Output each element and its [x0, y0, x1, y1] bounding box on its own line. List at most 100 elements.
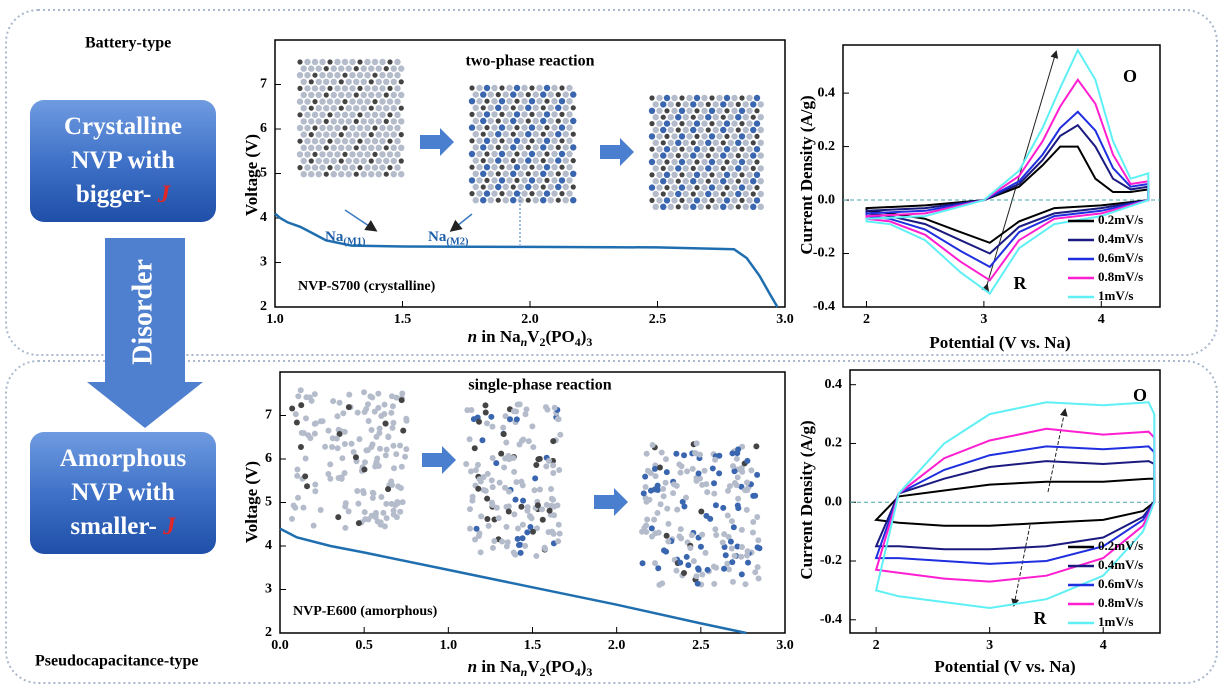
atom — [476, 111, 483, 118]
atom — [701, 171, 708, 178]
atom — [648, 525, 655, 532]
atom — [682, 139, 689, 146]
atom — [484, 470, 491, 477]
atom — [330, 65, 337, 72]
atom — [398, 65, 405, 72]
atom — [506, 124, 513, 131]
atom — [562, 197, 569, 204]
atom — [293, 419, 300, 426]
atom — [656, 158, 663, 166]
atom — [753, 120, 761, 127]
atom — [690, 101, 697, 108]
atom — [517, 197, 524, 204]
atom — [480, 144, 487, 151]
atom — [502, 484, 509, 491]
atom — [749, 529, 756, 536]
atom — [540, 158, 546, 164]
atom — [475, 532, 482, 539]
atom — [746, 171, 753, 178]
y-tick-label: 2 — [260, 299, 267, 314]
atom — [364, 151, 371, 158]
atom — [525, 438, 532, 445]
atom — [734, 543, 741, 550]
atom — [510, 91, 517, 98]
atom — [536, 98, 543, 105]
atom — [524, 507, 531, 514]
atom — [354, 488, 361, 495]
atom — [295, 393, 302, 400]
atom — [728, 518, 735, 525]
atom — [742, 101, 749, 108]
atom — [394, 164, 401, 171]
y-axis-label: Voltage (V) — [242, 134, 261, 216]
x-tick-label: 1.5 — [524, 638, 542, 653]
atom — [656, 94, 663, 102]
atom — [705, 165, 712, 172]
x-tick-label: 0.0 — [271, 638, 289, 653]
atom — [304, 124, 311, 132]
atom — [712, 126, 719, 134]
atom — [716, 470, 723, 477]
atom — [693, 94, 701, 102]
atom — [547, 117, 554, 125]
cv-loop — [865, 48, 1150, 296]
atom — [648, 107, 656, 115]
atom — [511, 468, 518, 475]
atom — [499, 138, 505, 144]
atom — [705, 101, 711, 107]
atom — [643, 450, 650, 457]
x-tick-label: 3.0 — [776, 638, 794, 653]
atom — [468, 150, 476, 158]
atom — [656, 464, 663, 471]
atom — [720, 165, 726, 171]
atom — [734, 502, 741, 509]
atom — [674, 506, 681, 513]
atom — [712, 114, 719, 121]
atom — [360, 488, 367, 495]
atom — [502, 104, 509, 112]
atom — [381, 401, 388, 408]
atom — [667, 203, 674, 210]
atom — [670, 481, 677, 488]
atom — [472, 131, 479, 138]
atom — [528, 124, 536, 131]
atom — [727, 101, 734, 108]
atom — [342, 125, 348, 131]
atom — [555, 538, 562, 545]
text-part: 2 — [540, 335, 546, 349]
atom — [311, 85, 319, 92]
atom — [734, 450, 741, 457]
atom — [720, 178, 727, 185]
atom — [709, 95, 715, 101]
atom — [326, 151, 334, 158]
atom — [532, 144, 539, 151]
atom — [469, 138, 475, 144]
atom — [386, 124, 394, 132]
atom — [304, 111, 311, 119]
atom — [389, 424, 396, 431]
atom — [382, 420, 389, 427]
atom — [532, 170, 539, 177]
atom — [727, 152, 734, 159]
atom — [491, 164, 498, 171]
atom — [525, 118, 531, 124]
y-tick-label: 2 — [265, 625, 272, 640]
atom — [379, 98, 386, 105]
atom — [373, 459, 380, 466]
atom — [388, 500, 395, 507]
atom — [308, 105, 314, 111]
text-part: V — [527, 657, 540, 676]
atom — [532, 183, 539, 191]
atom — [357, 59, 363, 65]
atom — [322, 443, 329, 450]
atom — [511, 511, 518, 518]
atom — [738, 158, 746, 166]
atom — [742, 487, 749, 494]
atom — [304, 72, 311, 79]
atom — [716, 158, 723, 166]
atom — [738, 133, 746, 140]
annotation: NVP-S700 (crystalline) — [298, 279, 436, 294]
atom — [390, 65, 397, 72]
atom — [642, 484, 649, 491]
atom — [693, 197, 701, 204]
